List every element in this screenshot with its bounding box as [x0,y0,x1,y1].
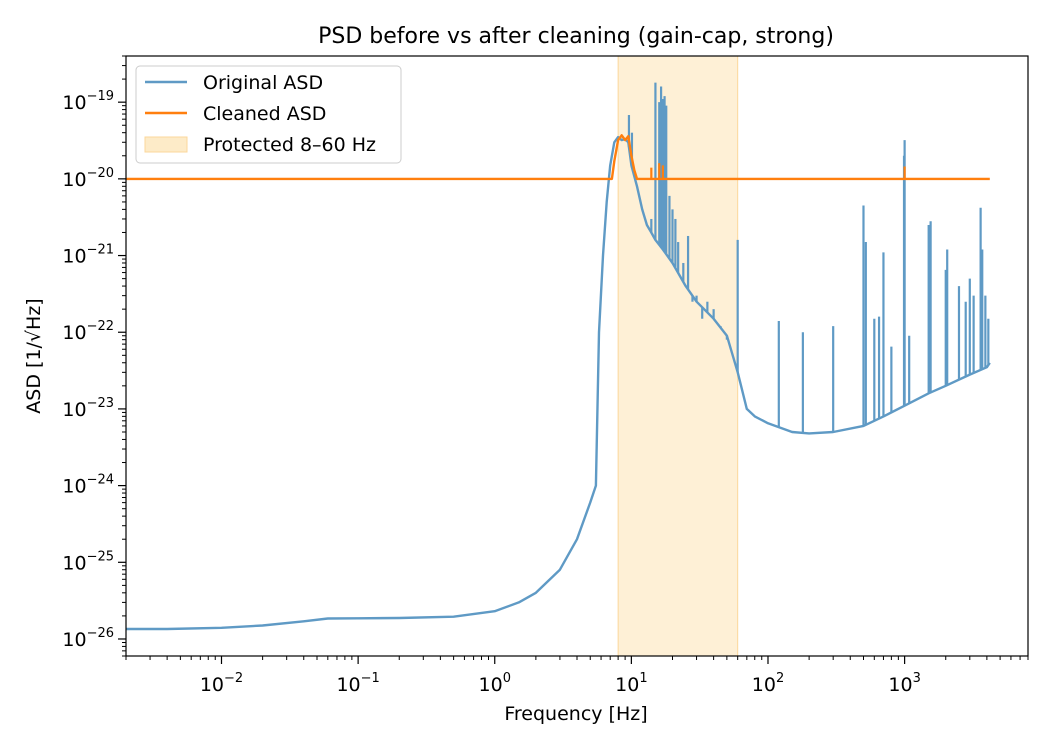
x-axis: 10−2 10−1 100 101 102 103 [125,656,1029,696]
legend-box [135,65,402,164]
y-axis-label: ASD [1/√Hz] [23,298,45,413]
y-tick-label-3: 10−23 [62,396,114,421]
y-axis: 10−26 10−25 10−24 10−23 10−22 10−21 10−20 10−19 [62,55,126,657]
x-tick-label-1: 10−1 [336,671,379,696]
legend-label-protected: Protected 8–60 Hz [203,134,376,156]
x-tick-label-4: 102 [752,671,784,696]
x-tick-label-5: 103 [888,671,920,696]
y-tick-label-2: 10−24 [62,473,114,498]
series-line-cleaned [126,134,990,181]
y-tick-label-0: 10−26 [62,626,114,651]
chart-title: PSD before vs after cleaning (gain-cap, … [318,24,834,49]
legend-swatch-protected [144,136,188,153]
x-tick-label-3: 101 [615,671,647,696]
x-tick-label-2: 100 [479,671,511,696]
series-layer [126,82,991,631]
protected-band [617,55,739,657]
y-tick-label-7: 10−19 [62,89,114,114]
legend: Original ASD Cleaned ASD Protected 8–60 … [135,65,402,164]
series-line-original [126,135,991,631]
legend-label-cleaned: Cleaned ASD [203,103,326,125]
legend-label-original: Original ASD [203,72,323,94]
x-axis-label: Frequency [Hz] [504,703,647,725]
x-tick-label-0: 10−2 [200,671,243,696]
y-tick-label-5: 10−21 [62,243,114,268]
y-tick-label-4: 10−22 [62,319,114,344]
y-tick-label-1: 10−25 [62,549,114,574]
y-tick-label-6: 10−20 [62,166,114,191]
